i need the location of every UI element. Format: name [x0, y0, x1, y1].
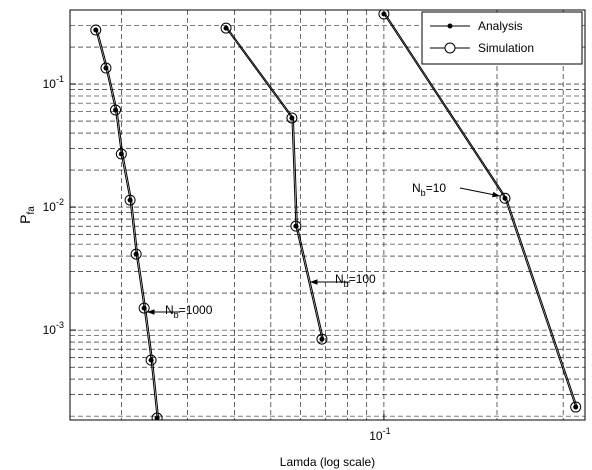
- annotation-rest: =1000: [179, 303, 213, 317]
- annotation-sub: b: [421, 188, 426, 198]
- point-circle: [115, 148, 127, 160]
- annotation-rest: =100: [349, 272, 376, 286]
- y-label-main: P: [17, 215, 33, 224]
- point-circle: [110, 104, 122, 116]
- legend-label: Analysis: [478, 19, 523, 33]
- annotation: Nb=10: [412, 181, 446, 198]
- y-label-sub: fa: [26, 206, 37, 215]
- point-circle: [570, 401, 582, 413]
- legend-dot: [447, 23, 453, 29]
- point-dot: [381, 11, 387, 17]
- point-dot: [319, 336, 325, 342]
- tick-exp: -2: [56, 197, 64, 207]
- annotation-main: N: [335, 272, 344, 286]
- series-line: [227, 27, 324, 340]
- arrow-head: [310, 279, 318, 285]
- point-circle: [316, 333, 328, 345]
- annotation-main: N: [165, 303, 174, 317]
- series-line: [225, 27, 323, 340]
- annotation-rest: =10: [426, 181, 447, 195]
- y-axis-label: Pfa: [17, 206, 37, 224]
- annotation-sub: b: [174, 310, 179, 320]
- point-circle: [499, 192, 511, 204]
- point-dot: [93, 27, 99, 33]
- point-circle: [100, 62, 112, 74]
- arrow-head: [147, 309, 155, 315]
- tick-base: 10: [43, 77, 57, 91]
- y-tick-label: 10-1: [43, 74, 64, 91]
- legend-box: [421, 11, 583, 65]
- tick-exp: -3: [56, 320, 64, 330]
- point-circle: [220, 22, 232, 34]
- point-dot: [223, 25, 229, 31]
- series-line: [95, 29, 158, 419]
- plot-frame: [69, 9, 586, 421]
- tick-base: 10: [369, 429, 383, 443]
- series-line: [383, 13, 577, 408]
- annotation-main: N: [412, 181, 421, 195]
- tick-base: 10: [43, 323, 57, 337]
- point-circle: [124, 194, 136, 206]
- point-circle: [130, 248, 142, 260]
- tick-exp: -1: [56, 74, 64, 84]
- annotation: Nb=1000: [165, 303, 213, 320]
- tick-exp: -1: [383, 426, 391, 436]
- y-tick-label: 10-2: [43, 197, 64, 214]
- point-circle: [90, 24, 102, 36]
- point-circle: [286, 112, 298, 124]
- point-circle: [378, 10, 390, 20]
- tick-base: 10: [43, 200, 57, 214]
- x-axis-label: Lamda (log scale): [280, 455, 375, 469]
- annotation-sub: b: [344, 279, 349, 289]
- point-circle: [145, 354, 157, 366]
- x-tick-label: 10-1: [369, 426, 390, 443]
- annotation: Nb=100: [335, 272, 376, 289]
- point-circle: [138, 302, 150, 314]
- point-circle: [290, 220, 302, 232]
- series-line: [96, 29, 160, 419]
- plot-data: [90, 10, 582, 420]
- legend-circle: [444, 42, 456, 54]
- point-dot: [573, 404, 579, 410]
- legend-label: Simulation: [478, 41, 534, 55]
- series-line: [384, 13, 578, 408]
- point-circle: [151, 412, 163, 420]
- y-tick-label: 10-3: [43, 320, 64, 337]
- arrow-head: [492, 191, 500, 198]
